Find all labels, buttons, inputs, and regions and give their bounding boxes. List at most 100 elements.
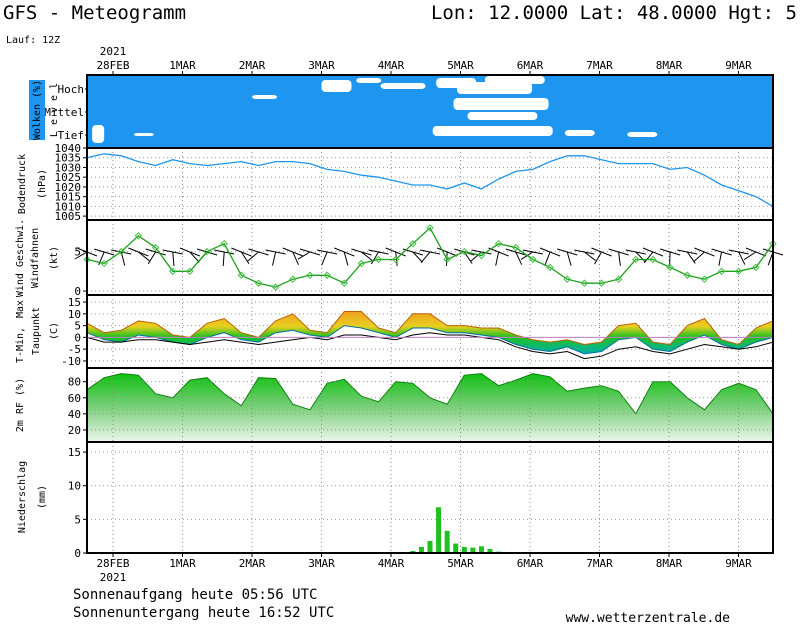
wind-barb bbox=[74, 251, 88, 260]
precip-tick-label: 0 bbox=[74, 547, 81, 560]
wind-speed-point bbox=[683, 271, 691, 279]
wind-barb bbox=[677, 249, 698, 255]
wind-barb bbox=[292, 251, 299, 265]
wind-barb bbox=[282, 247, 303, 257]
wind-speed-point bbox=[391, 255, 400, 264]
precipitation-panel: 0 5 10 15 Niederschlag (mm) bbox=[17, 441, 774, 560]
date-tick-top: 5MAR bbox=[447, 59, 474, 72]
wind-barb bbox=[643, 251, 654, 264]
date-tick-top: 28FEB bbox=[96, 59, 129, 72]
pressure-line bbox=[86, 153, 774, 207]
cloud-patch bbox=[356, 78, 382, 83]
wind-speed-point bbox=[100, 259, 108, 268]
wind-speed-point bbox=[374, 255, 383, 264]
precipitation-bar bbox=[470, 547, 476, 553]
wind-speed-point bbox=[151, 243, 160, 252]
wind-barb bbox=[222, 251, 225, 267]
x-axis-top: 28FEB 1MAR 2MAR 3MAR 4MAR 5MAR 6MAR 7MAR 8MAR 9MA… bbox=[96, 59, 752, 75]
wind-barb bbox=[334, 247, 355, 257]
wind-speed-point bbox=[254, 279, 263, 287]
date-tick-top: 8MAR bbox=[656, 59, 683, 72]
dewpoint-line bbox=[86, 332, 774, 360]
wind-speed-point bbox=[169, 267, 177, 276]
wind-barb bbox=[145, 248, 166, 256]
temp-unit: (C) bbox=[49, 322, 60, 340]
wind-speed-point bbox=[203, 247, 211, 256]
cloud-level-label: Tief bbox=[58, 129, 85, 142]
cloud-ylabel: Wolken (%) bbox=[32, 80, 43, 140]
wind-speed-point bbox=[700, 275, 709, 283]
wind-barb bbox=[138, 251, 150, 262]
temp-frame bbox=[86, 294, 774, 369]
cloud-level-label: Mittel bbox=[44, 106, 84, 119]
wind-barb bbox=[635, 251, 646, 263]
cloud-patch bbox=[564, 130, 595, 136]
pressure-frame bbox=[86, 147, 774, 221]
date-tick-top: 9MAR bbox=[725, 59, 752, 72]
wind-speed-point bbox=[340, 279, 348, 287]
pressure-tick-label: 1020 bbox=[55, 181, 82, 194]
wind-barb bbox=[718, 251, 723, 266]
wind-barb bbox=[522, 249, 543, 255]
wind-barb bbox=[711, 248, 732, 256]
date-tick-bottom: 6MAR bbox=[517, 557, 544, 570]
temp-tick-label: 10 bbox=[68, 308, 81, 321]
date-tick-bottom: 28FEB bbox=[96, 557, 129, 570]
wind-speed-point bbox=[632, 255, 640, 264]
pressure-tick-label: 1035 bbox=[55, 152, 82, 165]
humidity-ylabel: 2m RF (%) bbox=[15, 378, 26, 432]
wind-barb bbox=[297, 251, 311, 260]
date-tick-bottom: 9MAR bbox=[725, 557, 752, 570]
pressure-tick-label: 1005 bbox=[55, 210, 82, 223]
wind-barb bbox=[728, 249, 749, 255]
sunset-text: Sonnenuntergang heute 16:52 UTC bbox=[73, 605, 334, 621]
date-tick-bottom: 1MAR bbox=[169, 557, 196, 570]
pressure-tick-label: 1015 bbox=[55, 191, 82, 204]
wind-barb bbox=[385, 247, 406, 257]
wind-barb bbox=[470, 251, 482, 262]
cloud-label-bg bbox=[29, 80, 45, 140]
precipitation-bar bbox=[453, 543, 459, 553]
tmax-line bbox=[86, 311, 774, 346]
rh-tick-label: 20 bbox=[68, 424, 81, 437]
chart-title: GFS - Meteogramm bbox=[3, 2, 186, 24]
humidity-line bbox=[86, 373, 774, 415]
precipitation-bar bbox=[487, 548, 493, 553]
year-label-bottom: 2021 bbox=[100, 571, 127, 584]
wind-speed-point bbox=[597, 279, 606, 287]
temp-tick-label: -10 bbox=[61, 355, 81, 368]
cloud-background bbox=[87, 75, 773, 148]
site-credit: www.wetterzentrale.de bbox=[566, 611, 731, 625]
date-tick-top: 7MAR bbox=[586, 59, 613, 72]
wind-speed-line bbox=[86, 226, 774, 288]
wind-barb bbox=[240, 251, 250, 265]
rh-tick-label: 60 bbox=[68, 392, 81, 405]
wind-speed-point bbox=[752, 263, 760, 272]
wind-barb bbox=[128, 247, 149, 257]
wind-speed-point bbox=[426, 224, 434, 232]
humidity-area bbox=[87, 373, 773, 442]
wind-speed-point bbox=[289, 275, 297, 283]
wind-barb bbox=[412, 251, 423, 263]
wind-barb bbox=[743, 251, 757, 261]
temp-tick-label: 15 bbox=[68, 296, 81, 309]
wind-barb bbox=[625, 249, 646, 255]
date-tick-top: 3MAR bbox=[308, 59, 335, 72]
precipitation-bar bbox=[418, 546, 424, 553]
wind-barb bbox=[162, 249, 183, 255]
date-tick-bottom: 8MAR bbox=[656, 557, 683, 570]
windbarb-ylabel: Windfahnen bbox=[30, 228, 41, 288]
cloud-patch bbox=[794, 95, 800, 140]
wind-tick-label: 0 bbox=[74, 285, 81, 298]
wind-speed-point bbox=[220, 239, 228, 248]
wind-barb bbox=[608, 248, 629, 256]
cloud-patch bbox=[133, 133, 154, 136]
wind-barb bbox=[231, 247, 252, 257]
cloud-patch bbox=[467, 112, 538, 120]
wind-speed-point bbox=[666, 263, 674, 272]
date-tick-top: 1MAR bbox=[169, 59, 196, 72]
wind-barb bbox=[584, 251, 596, 261]
pressure-ylabel: Bodendruck bbox=[17, 154, 28, 214]
wind-barb bbox=[272, 251, 277, 266]
